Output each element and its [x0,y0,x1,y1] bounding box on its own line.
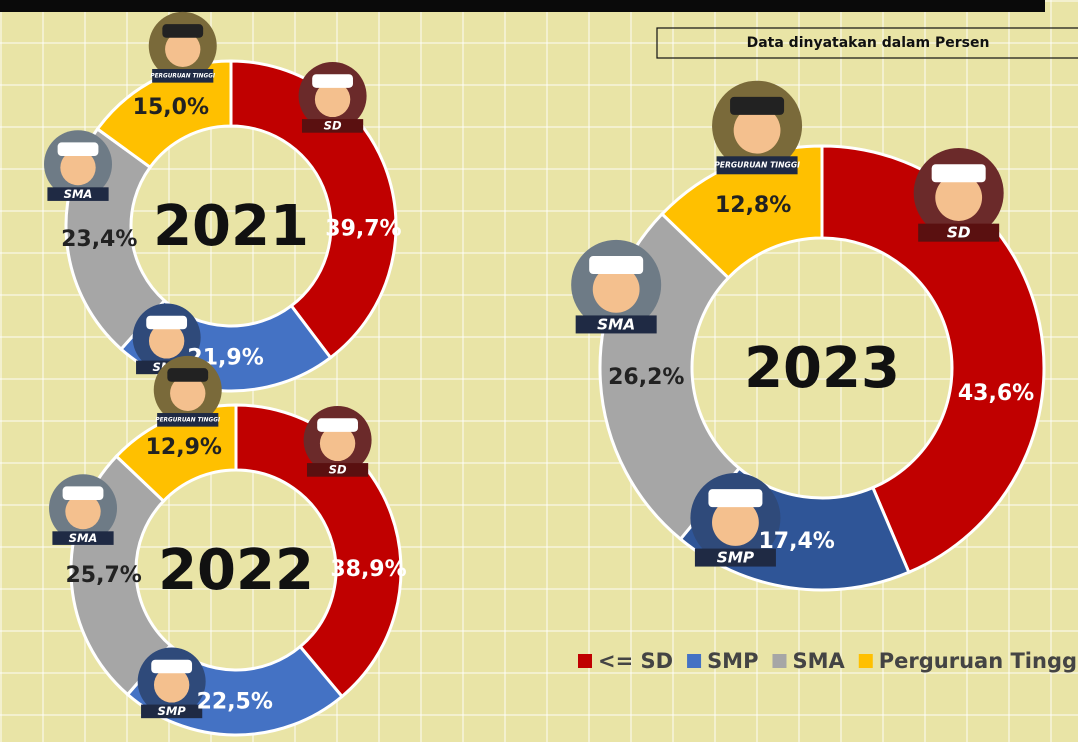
icon-hat [931,164,986,183]
student-icon: SMA [571,239,662,334]
icon-label-box [152,69,214,83]
icon-label: PERGURUAN TINGGI [150,74,216,80]
icon-label-box [716,156,798,175]
icon-face [712,499,759,546]
value-label: 23,4% [61,227,137,252]
student-icon: PERGURUAN TINGGI [148,11,217,83]
icon-hat [146,315,188,330]
icon-label-box [918,223,1000,242]
student-icon: SMA [49,474,118,545]
value-label: 22,5% [197,689,273,714]
icon-face [170,375,206,411]
donut-segment [95,59,233,170]
donut-year: 2021 [153,194,309,259]
student-icon: SD [298,61,367,133]
icon-face [319,425,356,462]
student-icon: PERGURUAN TINGGI [153,355,222,427]
student-icon: SD [913,148,1004,242]
value-label: 43,6% [958,381,1034,406]
icon-face [314,81,351,118]
icon-hat [708,489,763,508]
icon-hat [167,368,209,382]
value-label: 25,7% [65,563,141,588]
legend-label: SMP [707,649,758,673]
legend-label: <= SD [598,649,673,673]
icon-label-box [301,119,364,133]
legend-swatch [772,654,787,668]
value-label: 17,4% [758,529,834,554]
note: Data dinyatakan dalam Persen [747,35,990,51]
icon-label: SMP [158,704,187,718]
icon-face [65,493,101,530]
donut-segment [114,403,238,504]
student-icon: SMP [690,472,781,567]
icon-label-box [306,463,369,477]
value-label: 15,0% [133,95,209,120]
icon-label-box [157,413,219,427]
icon-face [935,174,983,221]
note-box [656,27,1078,59]
icon-hat [312,74,353,88]
value-label: 38,9% [330,557,406,582]
student-icon: SMP [137,647,206,719]
legend-label: SMA [792,649,845,673]
legend-swatch [578,654,592,668]
icon-label-box [694,548,776,567]
icon-face [733,106,781,154]
legend-swatch [858,654,873,668]
student-icon: PERGURUAN TINGGI [712,80,803,175]
icon-face [165,31,201,67]
icon-hat [57,142,99,157]
icon-label-box [47,187,109,201]
icon-label: SMP [717,549,754,567]
icon-face [60,149,96,186]
student-icon: SD [303,405,372,477]
icon-hat [162,24,204,38]
icon-label: SMA [597,315,635,333]
icon-hat [589,256,644,275]
icon-label: PERGURUAN TINGGI [714,161,800,170]
donut-year: 2023 [744,336,900,401]
icon-hat [317,418,358,432]
donut-segment [659,144,824,280]
icon-label: SMA [64,187,93,201]
icon-label-box [141,704,203,719]
top-bar [0,0,1045,12]
icon-label-box [52,531,114,545]
icon-face [148,323,185,359]
icon-label: SD [324,119,342,133]
icon-face [153,667,190,703]
icon-label-box [575,315,657,334]
icon-label: SD [947,224,971,242]
icon-label: SD [329,463,347,477]
value-label: 12,9% [146,435,222,460]
icon-hat [730,96,785,115]
icon-face [592,265,640,313]
icon-hat [151,659,193,674]
value-label: 26,2% [608,365,684,390]
icon-label: PERGURUAN TINGGI [155,418,221,424]
legend-label: Perguruan Tinggi [879,649,1078,673]
legend-swatch [687,654,702,668]
donut-year: 2022 [158,538,314,603]
icon-label: SMA [69,531,98,545]
value-label: 39,7% [325,216,401,241]
student-icon: SMA [44,130,113,201]
value-label: 12,8% [715,193,791,218]
icon-hat [62,486,104,501]
